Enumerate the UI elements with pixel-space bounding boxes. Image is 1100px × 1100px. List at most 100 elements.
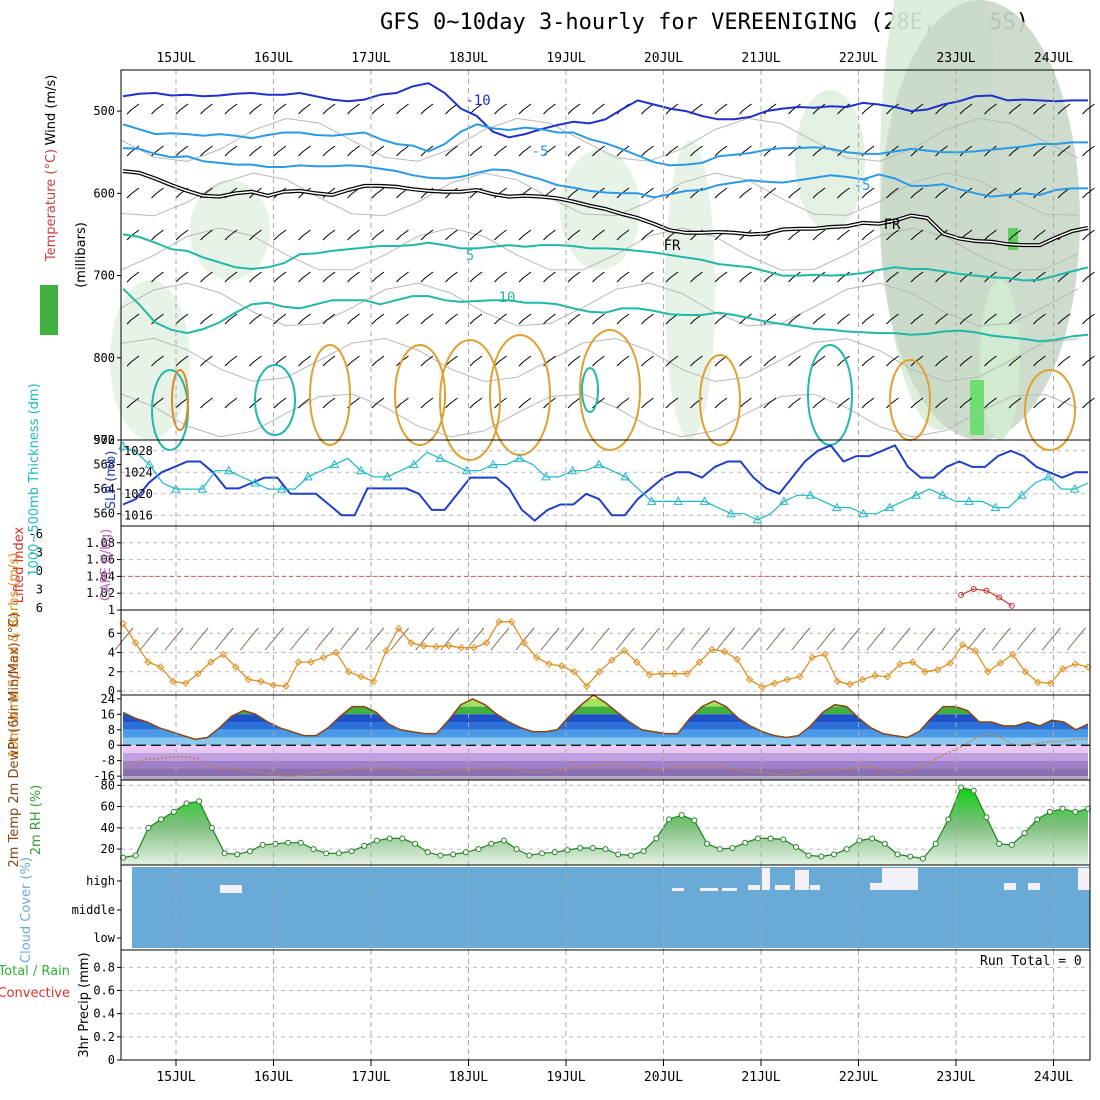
wind-barb bbox=[592, 229, 605, 241]
surface-wind-barb bbox=[916, 627, 936, 651]
ytick-label: 560 bbox=[93, 507, 115, 521]
cloud-gap bbox=[748, 885, 760, 890]
rh-point bbox=[970, 787, 977, 794]
wind-barb bbox=[1008, 229, 1022, 241]
thickness-point bbox=[937, 490, 948, 499]
wind-speed-point bbox=[332, 648, 340, 657]
rh-point bbox=[716, 846, 723, 853]
rh-point bbox=[805, 852, 812, 859]
isotherm-label: 5 bbox=[466, 248, 474, 264]
date-label-bottom: 23JUL bbox=[936, 1070, 975, 1085]
rh-point bbox=[919, 855, 926, 862]
isotherm-label: -5 bbox=[532, 144, 549, 160]
wind-barb bbox=[322, 271, 336, 283]
wind-barb bbox=[1033, 397, 1046, 409]
cloud-gap bbox=[870, 883, 882, 890]
surface-wind-barb bbox=[691, 627, 710, 651]
wind-barb bbox=[641, 145, 654, 157]
wind-speed-point bbox=[670, 669, 679, 678]
wind-speed-point bbox=[1009, 650, 1017, 659]
wind-barb bbox=[861, 271, 875, 283]
wind-barb bbox=[837, 271, 850, 283]
date-label-bottom: 22JUL bbox=[839, 1070, 878, 1085]
wind-barb bbox=[861, 313, 875, 325]
humidity-contour bbox=[120, 227, 1079, 271]
rh-point bbox=[450, 851, 457, 858]
rh-point bbox=[310, 846, 317, 853]
wind-barb bbox=[665, 145, 679, 157]
wind-speed-point bbox=[896, 660, 904, 668]
wind-speed-point bbox=[520, 639, 528, 647]
surface-wind-barb bbox=[1016, 627, 1036, 651]
wind-barb bbox=[935, 103, 948, 115]
ytick-label-right: 1 bbox=[108, 603, 115, 617]
ytick-label: 0 bbox=[108, 1053, 115, 1067]
wind-speed-point bbox=[545, 660, 553, 668]
wind-barb bbox=[494, 229, 507, 241]
lifted-index-axis-label: Lifted Index bbox=[12, 526, 27, 603]
wind-barb bbox=[249, 229, 262, 241]
rh-point bbox=[792, 843, 799, 850]
rh-high-patch bbox=[970, 380, 984, 435]
axis-labels: Wind (m/s)Temperature (°C)RH (%)(milliba… bbox=[0, 75, 119, 1058]
thickness-point bbox=[752, 514, 763, 524]
rh-point bbox=[1059, 805, 1066, 812]
run-total-text: Run Total = 0 bbox=[980, 954, 1082, 969]
wind-speed-point bbox=[257, 677, 265, 686]
isotherm-label: FR bbox=[664, 238, 681, 254]
panel-frames bbox=[120, 69, 1091, 1061]
wind-barb bbox=[1008, 397, 1022, 409]
wind-barb bbox=[151, 103, 164, 115]
wind-barb bbox=[984, 103, 997, 115]
wind-barb bbox=[1033, 313, 1046, 325]
wind-barb bbox=[567, 355, 581, 367]
date-label-top: 24JUL bbox=[1034, 51, 1073, 66]
wind-barb bbox=[1082, 103, 1095, 115]
date-label-top: 20JUL bbox=[644, 51, 683, 66]
wind-barb bbox=[445, 229, 458, 241]
temperature-contour-loop bbox=[699, 354, 741, 446]
wind-barb bbox=[861, 355, 875, 367]
temperature-contour-loop bbox=[579, 329, 641, 451]
wind-speed-point bbox=[382, 646, 390, 655]
ytick-label: 16 bbox=[101, 707, 115, 721]
wind-barb bbox=[935, 397, 948, 409]
thickness-point bbox=[144, 459, 155, 469]
wind-barb bbox=[567, 313, 581, 325]
wind-barb bbox=[273, 397, 287, 409]
thickness-point bbox=[594, 459, 604, 469]
wind-barb bbox=[224, 355, 238, 367]
rh-point bbox=[564, 847, 571, 854]
wind-barb bbox=[298, 271, 311, 283]
wind-barb bbox=[396, 103, 409, 115]
wind-barb bbox=[322, 313, 336, 325]
date-label-top: 23JUL bbox=[936, 51, 975, 66]
rh-point bbox=[462, 849, 469, 856]
wind-barb bbox=[347, 145, 360, 157]
ytick-label: 0.4 bbox=[93, 1007, 115, 1021]
wind-barb bbox=[347, 229, 360, 241]
wind-barb bbox=[445, 397, 458, 409]
wind-barb bbox=[371, 271, 385, 283]
rh-point bbox=[627, 852, 634, 859]
ytick-label: 0 bbox=[108, 684, 115, 698]
wind-barb bbox=[273, 103, 287, 115]
ytick-label: 0 bbox=[108, 738, 115, 752]
wind-speed-point bbox=[294, 658, 303, 666]
temp-bands bbox=[123, 695, 1088, 780]
wind-barb bbox=[518, 313, 532, 325]
thickness-point bbox=[435, 453, 446, 462]
rh-point bbox=[132, 852, 139, 859]
wind-barb bbox=[175, 271, 189, 283]
wind-barb bbox=[298, 145, 311, 157]
wind-barb bbox=[763, 355, 777, 367]
wind-barb bbox=[200, 313, 213, 325]
thickness-point bbox=[408, 459, 419, 469]
wind-speed-point bbox=[232, 663, 240, 671]
ytick-label: 6 bbox=[36, 601, 43, 615]
rh-point bbox=[881, 840, 888, 847]
wind-barb bbox=[224, 145, 238, 157]
cloud-cover-panel: high middle low bbox=[72, 867, 1090, 948]
wind-speed-point bbox=[783, 675, 791, 684]
wind-speed-point bbox=[432, 643, 441, 651]
